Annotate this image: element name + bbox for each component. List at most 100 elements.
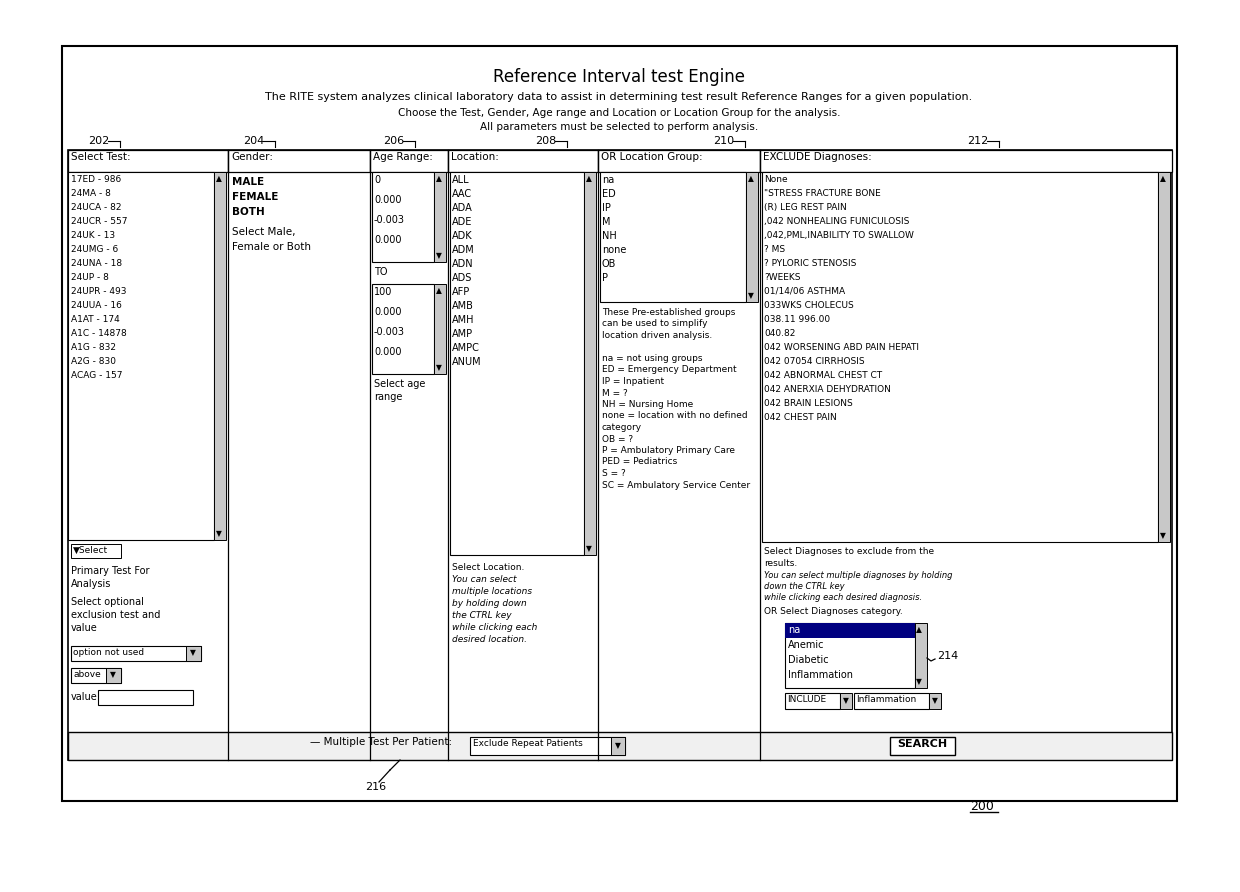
Bar — [470, 737, 625, 755]
Text: 202: 202 — [88, 136, 109, 146]
Bar — [890, 737, 955, 755]
Text: 0.000: 0.000 — [374, 347, 402, 357]
Text: option not used: option not used — [73, 648, 144, 657]
Text: ▼: ▼ — [436, 251, 441, 260]
Text: ? MS: ? MS — [764, 245, 785, 254]
Text: ▲: ▲ — [216, 174, 222, 183]
Text: 208: 208 — [534, 136, 557, 146]
Text: down the CTRL key: down the CTRL key — [764, 582, 844, 591]
Text: ▼: ▼ — [190, 648, 196, 657]
Text: 042 WORSENING ABD PAIN HEPATI: 042 WORSENING ABD PAIN HEPATI — [764, 343, 919, 352]
Bar — [71, 544, 122, 558]
Text: 24UPR - 493: 24UPR - 493 — [71, 287, 126, 296]
Text: 24UP - 8: 24UP - 8 — [71, 273, 109, 282]
Text: ?WEEKS: ?WEEKS — [764, 273, 801, 282]
Text: 042 07054 CIRRHOSIS: 042 07054 CIRRHOSIS — [764, 357, 864, 366]
Bar — [929, 693, 941, 709]
Bar — [600, 172, 746, 302]
Text: na: na — [787, 625, 800, 635]
Text: ▲: ▲ — [1159, 174, 1166, 183]
Text: 042 ANERXIA DEHYDRATION: 042 ANERXIA DEHYDRATION — [764, 385, 890, 394]
Text: by holding down: by holding down — [453, 599, 527, 608]
Text: multiple locations: multiple locations — [453, 587, 532, 596]
Bar — [760, 150, 1172, 172]
Text: 042 BRAIN LESIONS: 042 BRAIN LESIONS — [764, 399, 853, 408]
Text: Select age: Select age — [374, 379, 425, 389]
Bar — [785, 693, 839, 709]
Bar — [763, 172, 1158, 542]
Text: na: na — [601, 175, 614, 185]
Text: Select Test:: Select Test: — [71, 152, 130, 162]
Text: none = location with no defined: none = location with no defined — [601, 411, 748, 420]
Text: while clicking each desired diagnosis.: while clicking each desired diagnosis. — [764, 593, 923, 602]
Text: AMPC: AMPC — [453, 343, 480, 353]
Text: 042 ABNORMAL CHEST CT: 042 ABNORMAL CHEST CT — [764, 371, 882, 380]
Text: value: value — [71, 623, 98, 633]
Bar — [68, 172, 215, 540]
Text: AMH: AMH — [453, 315, 475, 325]
Text: 0.000: 0.000 — [374, 195, 402, 205]
Text: Analysis: Analysis — [71, 579, 112, 589]
Text: 204: 204 — [243, 136, 264, 146]
Text: ▲: ▲ — [436, 174, 441, 183]
Text: 0.000: 0.000 — [374, 307, 402, 317]
Text: Female or Both: Female or Both — [232, 242, 311, 252]
Bar — [434, 172, 446, 262]
Text: exclusion test and: exclusion test and — [71, 610, 160, 620]
Text: ▼: ▼ — [587, 544, 591, 553]
Text: 033WKS CHOLECUS: 033WKS CHOLECUS — [764, 301, 854, 310]
Bar — [228, 150, 370, 172]
Bar — [98, 690, 193, 705]
Bar — [450, 172, 584, 555]
Text: 042 CHEST PAIN: 042 CHEST PAIN — [764, 413, 837, 422]
Text: 17ED - 986: 17ED - 986 — [71, 175, 122, 184]
Bar — [746, 172, 758, 302]
Text: the CTRL key: the CTRL key — [453, 611, 512, 620]
Text: ▲: ▲ — [436, 286, 441, 295]
Text: EXCLUDE Diagnoses:: EXCLUDE Diagnoses: — [763, 152, 872, 162]
Bar — [68, 150, 228, 172]
Text: 24MA - 8: 24MA - 8 — [71, 189, 110, 198]
Text: A1G - 832: A1G - 832 — [71, 343, 117, 352]
Text: ▼: ▼ — [110, 671, 115, 680]
Text: ADK: ADK — [453, 231, 472, 241]
Bar — [68, 150, 1172, 760]
Bar — [62, 46, 1177, 801]
Text: ADM: ADM — [453, 245, 475, 255]
Text: Location:: Location: — [451, 152, 498, 162]
Text: NH = Nursing Home: NH = Nursing Home — [601, 400, 693, 409]
Text: 0.000: 0.000 — [374, 235, 402, 245]
Text: OB = ?: OB = ? — [601, 434, 634, 443]
Text: ▲: ▲ — [916, 625, 921, 634]
Bar — [186, 646, 201, 661]
Text: na = not using groups: na = not using groups — [601, 354, 703, 363]
Text: MALE: MALE — [232, 177, 264, 187]
Text: 24UNA - 18: 24UNA - 18 — [71, 259, 122, 268]
Text: ACAG - 157: ACAG - 157 — [71, 371, 123, 380]
Text: Anemic: Anemic — [787, 640, 825, 650]
Text: None: None — [764, 175, 787, 184]
Bar — [105, 668, 122, 683]
Text: ▼: ▼ — [932, 697, 937, 706]
Text: location driven analysis.: location driven analysis. — [601, 331, 712, 340]
Text: 038.11 996.00: 038.11 996.00 — [764, 315, 830, 324]
Text: above: above — [73, 670, 100, 679]
Text: OR Location Group:: OR Location Group: — [601, 152, 703, 162]
Text: P = Ambulatory Primary Care: P = Ambulatory Primary Care — [601, 446, 735, 455]
Text: 040.82: 040.82 — [764, 329, 795, 338]
Text: 24UUA - 16: 24UUA - 16 — [71, 301, 122, 310]
Text: ANUM: ANUM — [453, 357, 481, 367]
Text: NH: NH — [601, 231, 616, 241]
Text: Choose the Test, Gender, Age range and Location or Location Group for the analys: Choose the Test, Gender, Age range and L… — [398, 108, 841, 118]
Text: 01/14/06 ASTHMA: 01/14/06 ASTHMA — [764, 287, 846, 296]
Text: Age Range:: Age Range: — [373, 152, 433, 162]
Text: ,042 NONHEALING FUNICULOSIS: ,042 NONHEALING FUNICULOSIS — [764, 217, 909, 226]
Text: OR Select Diagnoses category.: OR Select Diagnoses category. — [764, 607, 903, 616]
Text: Select Diagnoses to exclude from the: Select Diagnoses to exclude from the — [764, 547, 934, 556]
Text: IP = Inpatient: IP = Inpatient — [601, 377, 665, 386]
Bar — [598, 150, 760, 172]
Bar — [71, 668, 122, 683]
Text: ▼: ▼ — [615, 741, 621, 750]
Text: ? PYLORIC STENOSIS: ? PYLORIC STENOSIS — [764, 259, 857, 268]
Text: ▼: ▼ — [216, 529, 222, 538]
